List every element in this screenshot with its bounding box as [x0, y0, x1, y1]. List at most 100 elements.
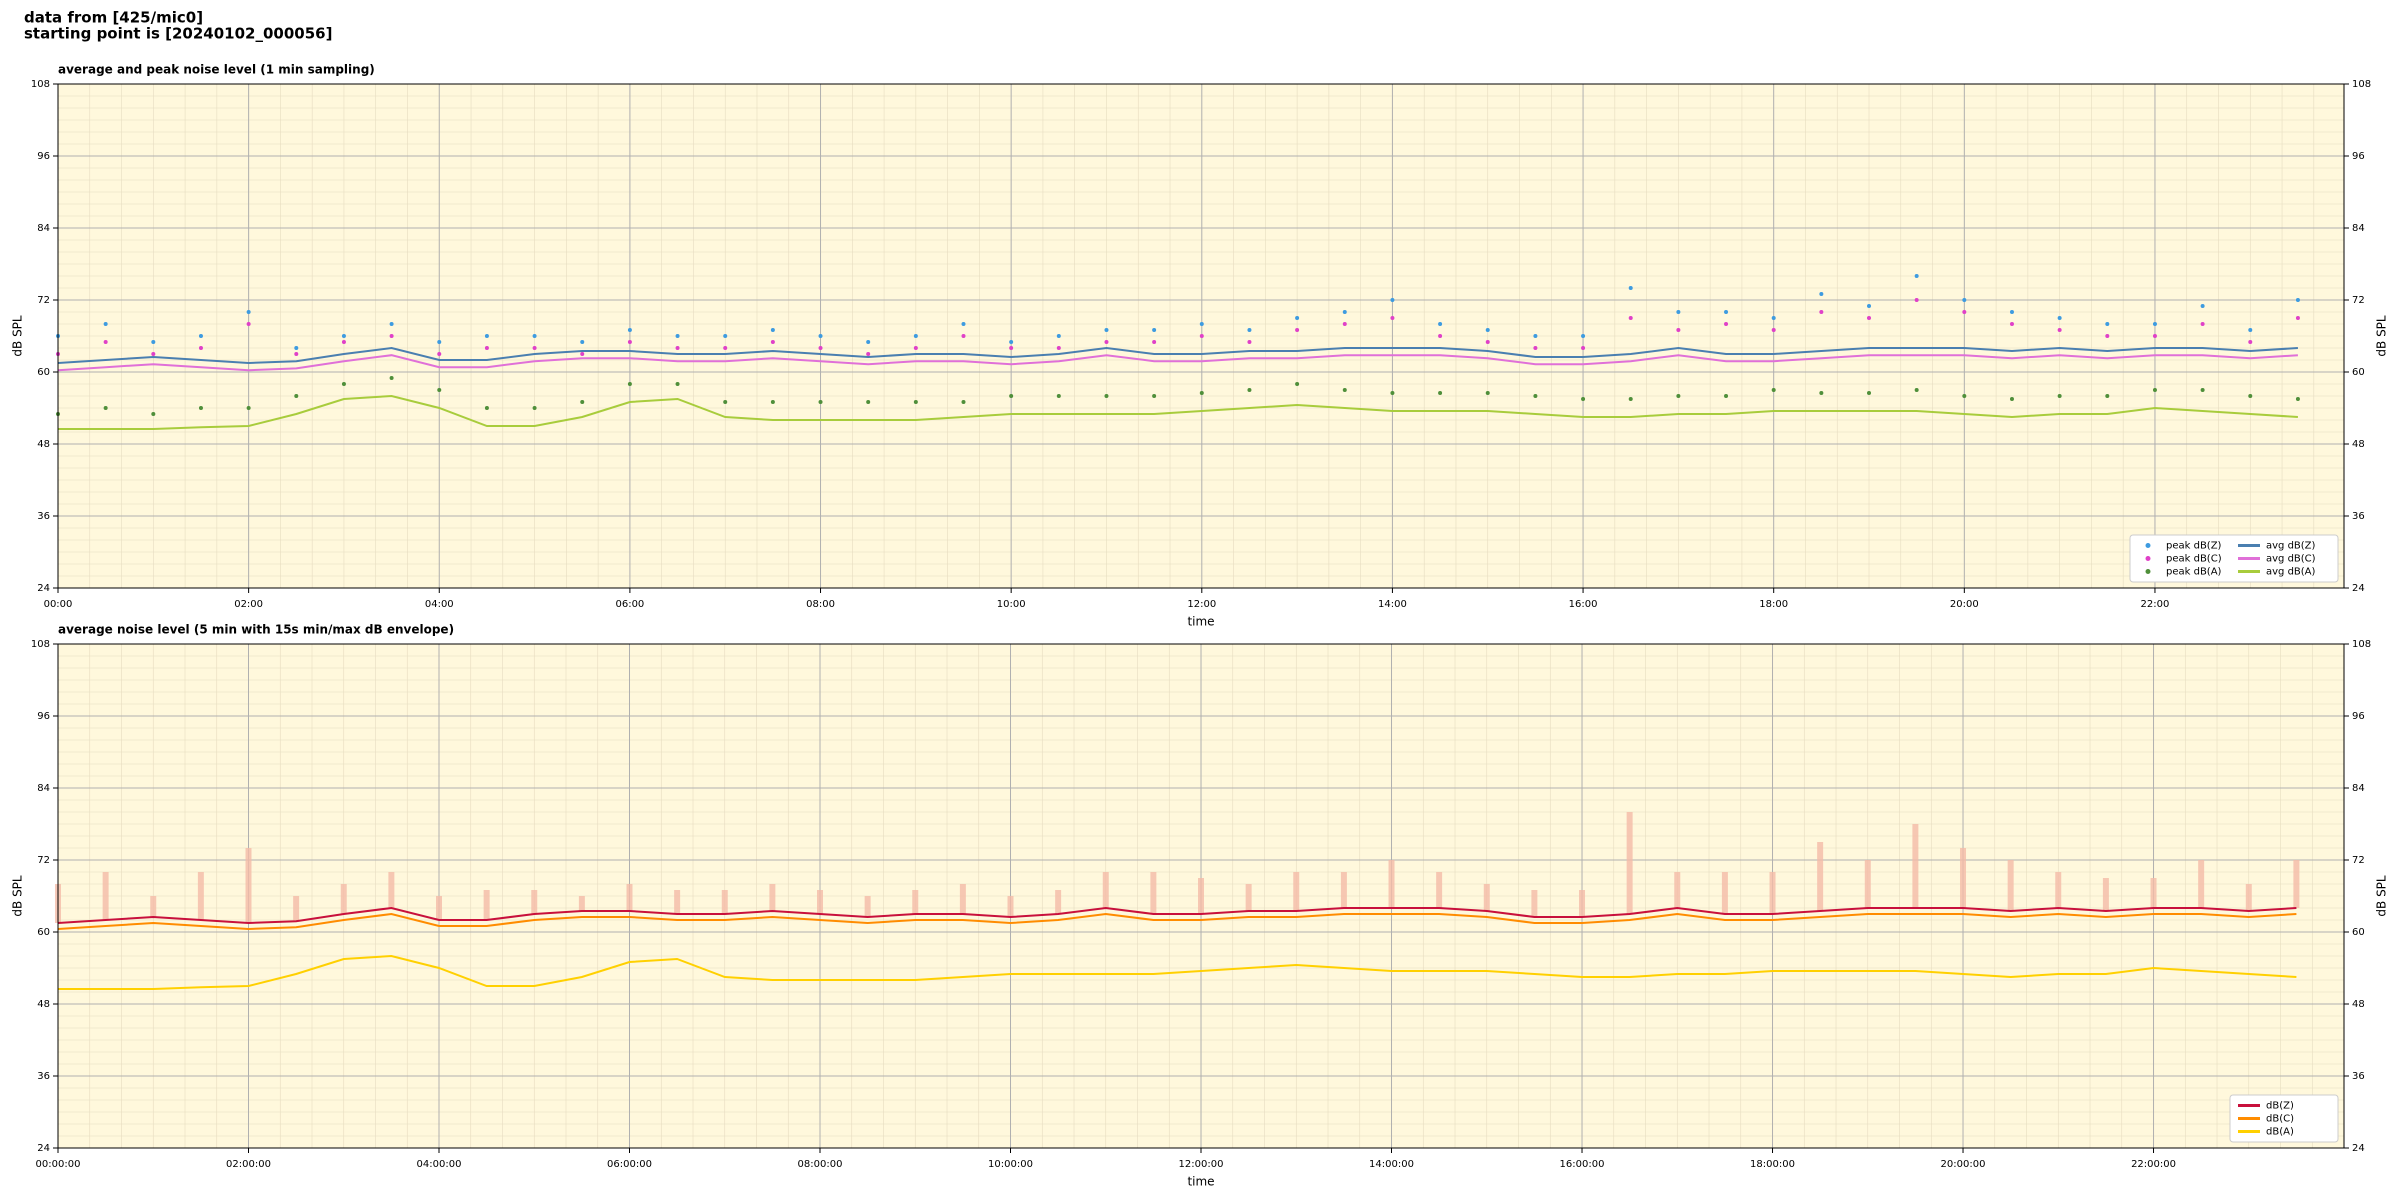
peak-point — [1485, 340, 1490, 344]
peak-point — [2152, 388, 2157, 392]
peak-point — [341, 340, 346, 344]
peak-point — [2295, 298, 2300, 302]
peak-point — [1533, 394, 1538, 398]
peak-point — [1628, 286, 1633, 290]
peak-point — [389, 376, 394, 380]
peak-point — [580, 400, 585, 404]
peak-point — [2248, 340, 2253, 344]
peak-point — [818, 346, 823, 350]
peak-point — [1771, 328, 1776, 332]
y-tick-label: 72 — [2352, 295, 2365, 306]
x-tick-label: 14:00:00 — [1369, 1159, 1414, 1170]
peak-point — [675, 346, 680, 350]
x-tick-label: 04:00:00 — [417, 1159, 462, 1170]
peak-point — [2009, 397, 2014, 401]
peak-point — [1771, 316, 1776, 320]
peak-point — [341, 382, 346, 386]
peak-point — [1199, 334, 1204, 338]
peak-point — [532, 334, 537, 338]
peak-point — [1247, 388, 1252, 392]
x-tick-label: 12:00:00 — [1179, 1159, 1224, 1170]
peak-point — [2152, 322, 2157, 326]
legend-label: dB(A) — [2266, 1127, 2294, 1138]
peak-point — [1104, 328, 1109, 332]
peak-point — [151, 352, 156, 356]
series-line — [57, 346, 2298, 365]
peak-point — [627, 382, 632, 386]
peak-point — [1962, 394, 1967, 398]
x-axis-label: time — [1187, 1175, 1214, 1189]
y-tick-label: 60 — [2352, 927, 2365, 938]
y-tick-label: 84 — [2352, 223, 2365, 234]
peak-point — [2009, 322, 2014, 326]
peak-point — [1295, 382, 1300, 386]
peak-point — [2200, 304, 2205, 308]
peak-point — [389, 322, 394, 326]
x-tick-label: 10:00 — [997, 599, 1026, 610]
series-line — [58, 394, 2298, 430]
peak-point — [961, 400, 966, 404]
y-tick-label: 48 — [2352, 439, 2365, 450]
peak-point — [1676, 328, 1681, 332]
peak-point — [1533, 346, 1538, 350]
peak-point — [675, 382, 680, 386]
peak-point — [961, 334, 966, 338]
x-tick-label: 18:00 — [1759, 599, 1788, 610]
x-tick-label: 00:00 — [44, 599, 73, 610]
series-line — [57, 912, 2297, 931]
y-tick-label: 96 — [2352, 151, 2365, 162]
peak-point — [1152, 340, 1157, 344]
peak-point — [866, 352, 871, 356]
y-tick-label: 84 — [2352, 783, 2365, 794]
y-tick-label: 96 — [37, 711, 50, 722]
legend-marker — [2145, 569, 2151, 574]
peak-point — [1819, 391, 1824, 395]
peak-point — [1771, 388, 1776, 392]
peak-point — [1914, 274, 1919, 278]
peak-point — [437, 388, 442, 392]
y-tick-label: 108 — [2352, 79, 2371, 90]
chart-title: average noise level (5 min with 15s min/… — [58, 623, 454, 637]
peak-point — [1676, 394, 1681, 398]
peak-point — [1819, 292, 1824, 296]
y-tick-label: 24 — [2352, 1143, 2365, 1154]
peak-point — [1724, 394, 1729, 398]
peak-point — [103, 322, 108, 326]
peak-point — [1247, 340, 1252, 344]
peak-point — [198, 406, 203, 410]
peak-point — [1819, 310, 1824, 314]
peak-point — [246, 310, 251, 314]
y-tick-label: 72 — [2352, 855, 2365, 866]
peak-point — [1342, 310, 1347, 314]
peak-point — [2057, 394, 2062, 398]
peak-point — [1056, 346, 1061, 350]
y-tick-label: 36 — [37, 511, 50, 522]
legend-label: avg dB(A) — [2266, 567, 2316, 578]
y-tick-label: 96 — [37, 151, 50, 162]
series-line — [57, 354, 2298, 372]
peak-point — [1009, 346, 1014, 350]
peak-point — [1438, 391, 1443, 395]
peak-point — [1867, 316, 1872, 320]
y-tick-label: 48 — [37, 439, 50, 450]
peak-point — [103, 406, 108, 410]
x-tick-label: 08:00:00 — [798, 1159, 843, 1170]
legend-label: dB(Z) — [2266, 1101, 2294, 1112]
legend-marker — [2145, 543, 2151, 548]
y-tick-label: 108 — [2352, 639, 2371, 650]
peak-point — [246, 406, 251, 410]
peak-point — [1533, 334, 1538, 338]
x-tick-label: 08:00 — [806, 599, 835, 610]
peak-point — [818, 334, 823, 338]
peak-point — [627, 340, 632, 344]
peak-point — [1581, 397, 1586, 401]
peak-point — [484, 406, 489, 410]
peak-point — [294, 346, 299, 350]
peak-point — [627, 328, 632, 332]
x-tick-label: 06:00:00 — [607, 1159, 652, 1170]
y-tick-label: 84 — [37, 223, 50, 234]
x-tick-label: 06:00 — [615, 599, 644, 610]
peak-point — [1056, 334, 1061, 338]
x-tick-label: 00:00:00 — [36, 1159, 81, 1170]
